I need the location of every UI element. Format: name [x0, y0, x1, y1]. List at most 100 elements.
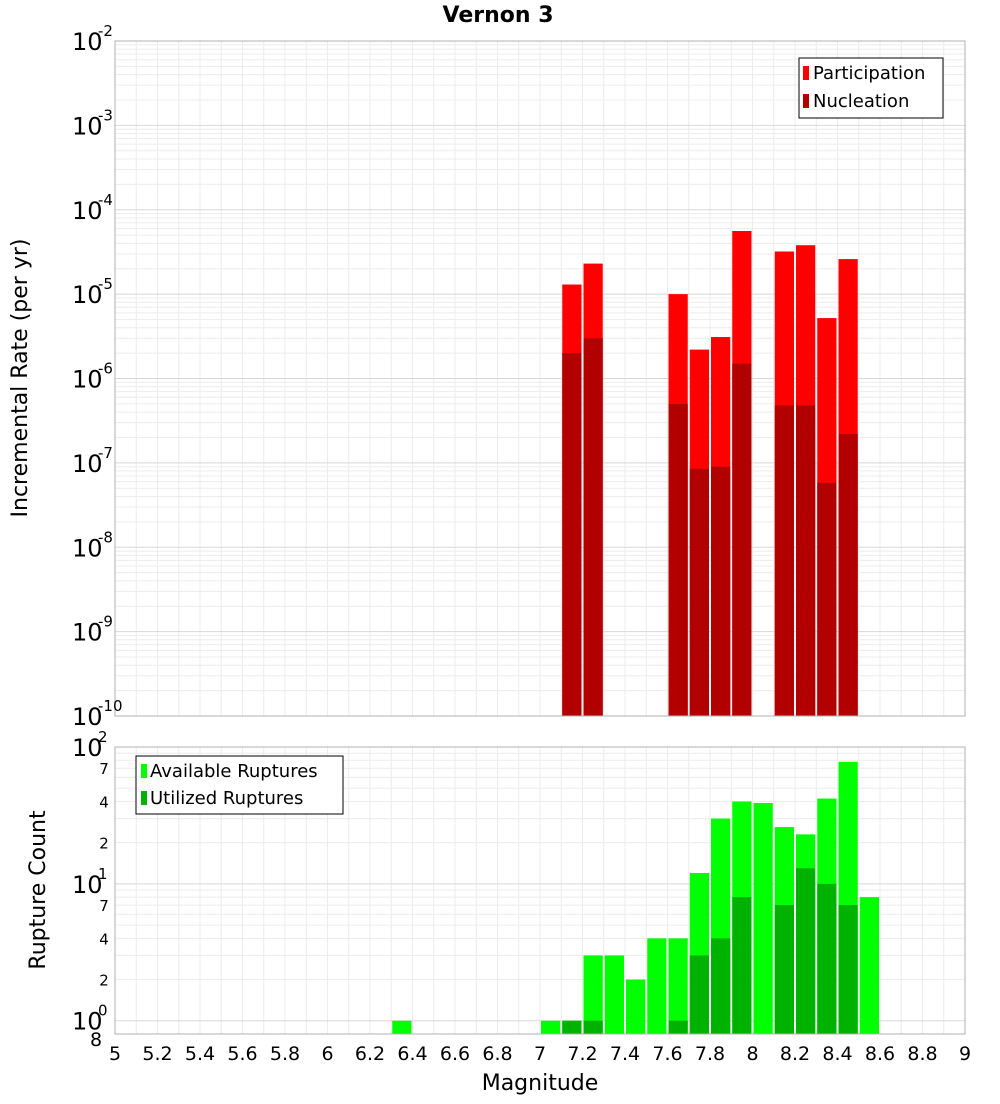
rate-y-tick-base: 10: [72, 197, 103, 225]
available-ruptures-bar: [668, 938, 688, 1034]
nucleation-bar: [711, 466, 731, 716]
utilized-ruptures-bar: [689, 955, 709, 1034]
x-tick-label: 9: [959, 1043, 971, 1065]
utilized-ruptures-bar: [796, 868, 816, 1034]
count-legend: Available Ruptures Utilized Ruptures: [135, 755, 344, 815]
rate-panel: 10-210-310-410-510-610-710-810-910-10 In…: [8, 22, 966, 731]
count-y-axis-label: Rupture Count: [26, 810, 51, 970]
nucleation-bar: [583, 338, 603, 716]
x-tick-label: 6.2: [355, 1043, 385, 1065]
x-tick-label: 5.6: [227, 1043, 257, 1065]
utilized-ruptures-bar: [562, 1020, 582, 1034]
x-tick-label: 5.4: [185, 1043, 215, 1065]
count-bars: [392, 761, 879, 1034]
rate-y-tick-exponent: -7: [98, 444, 113, 462]
nucleation-bar: [732, 363, 752, 716]
utilized-ruptures-bar: [583, 1020, 603, 1034]
rate-y-tick-exponent: -10: [98, 697, 123, 715]
nucleation-bar: [562, 353, 582, 716]
x-tick-label: 7.6: [652, 1043, 682, 1065]
count-y-minor-tick: 8: [90, 1029, 102, 1051]
legend-label-available: Available Ruptures: [150, 761, 318, 782]
utilized-ruptures-bar: [668, 1020, 688, 1034]
count-y-tick-base: 10: [72, 734, 103, 762]
rate-plot-frame: [114, 40, 966, 717]
rate-y-tick-base: 10: [72, 703, 103, 731]
x-tick-label: 7: [534, 1043, 546, 1065]
rate-legend-box: [798, 57, 944, 119]
count-y-tick-exponent: 2: [98, 728, 108, 746]
count-plot-frame: [114, 746, 966, 1035]
x-tick-label: 8.6: [865, 1043, 895, 1065]
legend-swatch-utilized: [141, 791, 147, 805]
rate-y-tick-exponent: -4: [98, 191, 113, 209]
count-y-minor-tick: 2: [99, 972, 109, 990]
x-axis-label: Magnitude: [482, 1071, 599, 1096]
nucleation-bar: [668, 403, 688, 716]
x-tick-label: 8.8: [907, 1043, 937, 1065]
chart-title: Vernon 3: [443, 3, 554, 28]
available-ruptures-bar: [753, 802, 773, 1034]
legend-label-participation: Participation: [813, 63, 925, 84]
nucleation-bar: [774, 405, 794, 716]
count-y-minor-tick: 7: [99, 897, 109, 915]
nucleation-bar: [796, 405, 816, 716]
utilized-ruptures-bar: [817, 883, 837, 1034]
rate-y-axis-label: Incremental Rate (per yr): [8, 239, 33, 518]
rate-y-tick-exponent: -2: [98, 22, 113, 40]
utilized-ruptures-bar: [732, 897, 752, 1034]
x-tick-label: 5.2: [142, 1043, 172, 1065]
rate-y-tick-base: 10: [72, 112, 103, 140]
utilized-ruptures-bar: [711, 938, 731, 1034]
available-ruptures-bar: [541, 1020, 561, 1034]
legend-swatch-nucleation: [803, 94, 809, 108]
rate-y-tick-base: 10: [72, 450, 103, 478]
available-ruptures-bar: [859, 897, 879, 1034]
legend-swatch-available: [141, 764, 147, 778]
rate-y-tick-exponent: -8: [98, 528, 113, 546]
count-y-minor-tick: 7: [99, 760, 109, 778]
count-y-minor-tick: 4: [99, 793, 109, 811]
x-tick-label: 8: [746, 1043, 758, 1065]
x-tick-label: 8.2: [780, 1043, 810, 1065]
rate-y-tick-exponent: -5: [98, 275, 113, 293]
legend-swatch-participation: [803, 66, 809, 80]
rate-y-tick-exponent: -6: [98, 360, 113, 378]
rate-legend: Participation Nucleation: [798, 57, 944, 119]
count-y-tick-base: 10: [72, 871, 103, 899]
utilized-ruptures-bar: [838, 905, 858, 1034]
x-tick-label: 7.8: [695, 1043, 725, 1065]
count-y-tick-exponent: 0: [98, 1002, 108, 1020]
count-legend-box: [135, 755, 344, 815]
nucleation-bar: [817, 482, 837, 716]
available-ruptures-bar: [604, 955, 624, 1034]
x-tick-label: 6.4: [397, 1043, 427, 1065]
legend-label-utilized: Utilized Ruptures: [150, 788, 303, 809]
count-y-tick-exponent: 1: [98, 865, 108, 883]
x-tick-label: 5: [109, 1043, 121, 1065]
rate-y-tick-exponent: -3: [98, 106, 113, 124]
nucleation-bar: [689, 468, 709, 716]
rate-y-tick-base: 10: [72, 534, 103, 562]
rate-y-tick-base: 10: [72, 28, 103, 56]
rate-y-tick-exponent: -9: [98, 613, 113, 631]
legend-label-nucleation: Nucleation: [813, 91, 909, 112]
available-ruptures-bar: [626, 979, 646, 1034]
count-y-minor-tick: 4: [99, 930, 109, 948]
available-ruptures-bar: [392, 1020, 412, 1034]
x-tick-label: 7.2: [567, 1043, 597, 1065]
x-axis-ticks: 5 5.2 5.4 5.6 5.8 6 6.2 6.4 6.6 6.8 7 7.2 7.4 7.6 7.8 8…: [109, 1043, 971, 1065]
rate-gridlines: [114, 41, 966, 717]
rate-bars: [562, 230, 858, 717]
nucleation-bar: [838, 433, 858, 716]
rate-y-tick-base: 10: [72, 619, 103, 647]
x-tick-label: 7.4: [610, 1043, 640, 1065]
count-y-tick-base: 10: [72, 1008, 103, 1036]
x-tick-label: 6: [321, 1043, 333, 1065]
x-tick-label: 8.4: [822, 1043, 852, 1065]
utilized-ruptures-bar: [774, 905, 794, 1034]
x-tick-label: 6.6: [440, 1043, 470, 1065]
